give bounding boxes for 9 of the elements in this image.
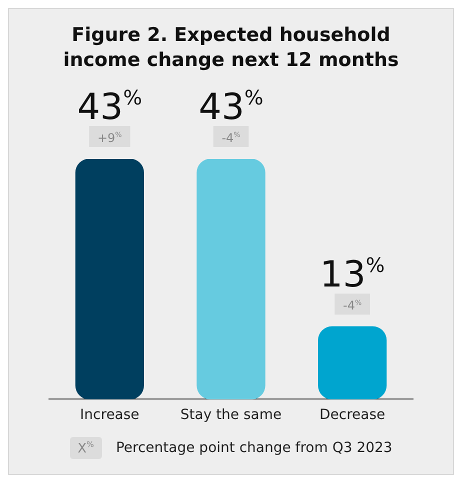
text: Percentage point change from Q3 2023 — [116, 440, 392, 456]
x-tick-label: Increase — [80, 407, 140, 424]
x-tick-label: Decrease — [320, 407, 386, 424]
data-label: 43% — [198, 86, 264, 128]
data-label: 43% — [77, 86, 142, 128]
chart-title: Figure 2. Expected household income change next 12 months — [62, 23, 400, 73]
data-label: 13% — [320, 253, 385, 296]
x-tick-label: Stay the same — [180, 407, 282, 424]
text: X$^{%}$ — [70, 437, 102, 460]
